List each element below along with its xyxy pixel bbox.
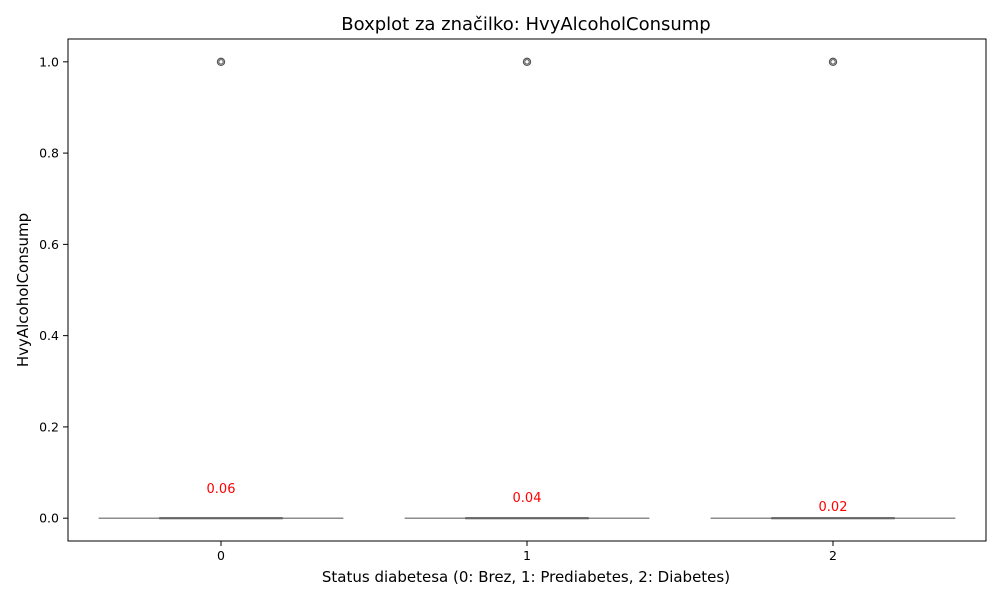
plot-frame [67,38,987,542]
x-tick-label: 0 [217,548,225,563]
x-axis-label: Status diabetesa (0: Brez, 1: Prediabete… [322,568,730,586]
outlier-point [218,59,224,65]
outlier-point [830,59,836,65]
y-tick-label: 0.4 [39,328,59,343]
mean-annotation: 0.04 [513,491,542,506]
outlier-point [522,57,532,67]
x-tick-label: 2 [829,548,837,563]
plot-marks: 0.0 0.2 0.4 0.6 0.8 1.0 0 1 2 0.06 0.04 0.02 [39,54,956,563]
outlier-point [216,57,226,67]
y-tick-label: 0.6 [39,237,59,252]
mean-annotation: 0.06 [207,482,236,497]
y-tick-label: 0.2 [39,419,59,434]
chart-title: Boxplot za značilko: HvyAlcoholConsump [341,14,710,35]
y-axis-label: HvyAlcoholConsump [14,213,32,367]
y-tick-label: 0.8 [39,146,59,161]
mean-annotation: 0.02 [819,500,848,515]
outlier-point [828,57,838,67]
y-tick-label: 0.0 [39,511,59,526]
outlier-point [524,59,530,65]
x-tick-label: 1 [523,548,531,563]
y-tick-label: 1.0 [39,54,59,69]
